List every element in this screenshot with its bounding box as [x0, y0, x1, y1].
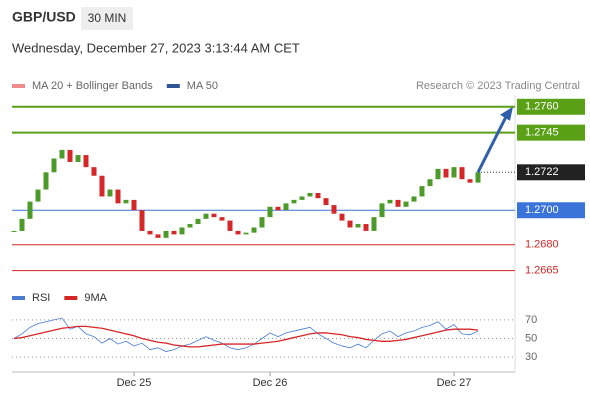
candle-body [315, 193, 321, 199]
symbol: GBP/USD [12, 9, 76, 25]
rsi-line [13, 317, 479, 352]
candle-body [411, 196, 417, 202]
candle-body [147, 230, 153, 235]
candle-body [99, 175, 105, 197]
candle-body [19, 218, 25, 231]
candle-body [107, 189, 113, 197]
candle-body [211, 213, 217, 218]
candle-body [131, 199, 137, 211]
candle-body [115, 189, 121, 204]
candle-body [371, 217, 377, 231]
candle-body [299, 196, 305, 200]
candle-body [59, 149, 65, 159]
legend-label: MA 50 [187, 80, 218, 92]
candle-body [475, 172, 481, 183]
rsi-legend-swatch [12, 296, 25, 300]
candle-body [67, 149, 73, 162]
candle-body [323, 198, 329, 206]
candle-body [307, 193, 313, 197]
rsi-legend-label: 9MA [84, 292, 107, 304]
candle-body [275, 206, 281, 211]
timestamp: Wednesday, December 27, 2023 3:13:44 AM … [12, 40, 300, 55]
candle-body [419, 186, 425, 197]
source: Research © 2023 Trading Central [416, 80, 580, 92]
level-label: 1.2665 [525, 264, 559, 276]
candle-body [379, 203, 385, 218]
candle-body [171, 230, 177, 235]
candle-body [331, 205, 337, 214]
candle-body [123, 199, 129, 204]
level-label: 1.2760 [525, 101, 559, 113]
level-label-box [517, 98, 585, 115]
candle-body [363, 224, 369, 231]
rsi-legend-swatch [64, 296, 78, 300]
timeframe: 30 MIN [88, 11, 127, 25]
candle-body [283, 203, 289, 211]
candle-body [227, 220, 233, 231]
legend-label: MA 20 + Bollinger Bands [32, 80, 153, 92]
candle-body [387, 199, 393, 204]
candle-body [259, 217, 265, 228]
rsi-tick-label: 70 [525, 314, 537, 326]
legend-swatch [166, 84, 180, 88]
rsi-legend-label: RSI [32, 292, 50, 304]
candle-body [91, 167, 97, 176]
rsi-tick-label: 50 [525, 332, 537, 344]
candle-body [235, 230, 241, 235]
target-arrow-head [500, 106, 513, 121]
candle-body [179, 227, 185, 235]
candle-body [435, 168, 441, 180]
candle-body [51, 158, 57, 173]
legend-swatch [12, 84, 25, 88]
candle-body [75, 155, 81, 162]
candle-body [251, 227, 257, 233]
candle-body [11, 230, 17, 232]
rsi-line [13, 325, 479, 348]
candle-body [267, 206, 273, 218]
candle-body [155, 234, 161, 238]
level-label: 1.2700 [525, 204, 559, 216]
candle-body [43, 172, 49, 190]
x-tick-label: Dec 25 [117, 377, 152, 389]
candle-body [187, 224, 193, 228]
candle-body [195, 218, 201, 225]
candle-body [163, 230, 169, 238]
candle-body [427, 179, 433, 187]
candle-body [27, 201, 33, 219]
x-tick-label: Dec 26 [253, 377, 288, 389]
candle-body [403, 201, 409, 207]
candle-body [395, 199, 401, 207]
x-tick-label: Dec 27 [437, 377, 472, 389]
candle-body [451, 167, 457, 178]
candle-body [339, 213, 345, 221]
candle-body [443, 168, 449, 178]
level-label: 1.2722 [525, 166, 559, 178]
candle-body [291, 199, 297, 204]
candle-body [219, 217, 225, 221]
candle-body [459, 167, 465, 180]
candle-body [355, 224, 361, 228]
candle-body [467, 179, 473, 183]
candle-body [243, 232, 249, 235]
timeframe-box [81, 7, 133, 30]
level-label-box [517, 202, 585, 219]
candle-body [203, 213, 209, 219]
candle-body [35, 189, 41, 202]
candle-body [347, 220, 353, 228]
candle-body [83, 155, 89, 168]
level-label: 1.2680 [525, 239, 559, 251]
level-label-box [517, 164, 585, 181]
target-arrow [476, 114, 509, 173]
rsi-tick-label: 30 [525, 351, 537, 363]
candle-body [139, 210, 145, 231]
level-label-box [517, 124, 585, 141]
level-label: 1.2745 [525, 127, 559, 139]
